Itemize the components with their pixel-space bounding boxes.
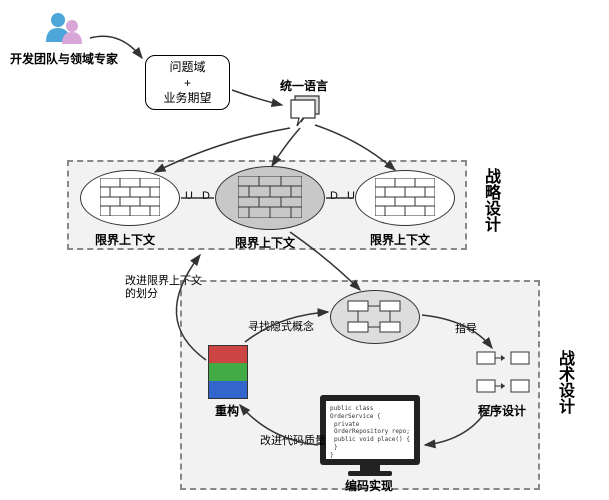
coding-label: 编码实现 bbox=[345, 477, 393, 494]
bc-label-2: 限界上下文 bbox=[235, 234, 295, 251]
bc-ellipse-3 bbox=[355, 170, 455, 226]
code-l2: private OrderRepository repo; bbox=[330, 421, 410, 437]
code-l1: public class OrderService { bbox=[330, 405, 410, 421]
actors-label: 开发团队与领域专家 bbox=[10, 50, 118, 67]
ubiquitous-language-label: 统一语言 bbox=[280, 77, 328, 94]
code-l5: } bbox=[330, 452, 410, 460]
problem-domain-box: 问题域 + 业务期望 bbox=[145, 55, 230, 110]
rel-u-2: U bbox=[347, 190, 355, 202]
bc-label-3: 限界上下文 bbox=[370, 231, 430, 248]
concept-ellipse bbox=[330, 290, 420, 344]
rel-d-2: D bbox=[330, 190, 338, 202]
monitor-icon: public class OrderService { private Orde… bbox=[320, 395, 420, 465]
improve-bc-l2: 的划分 bbox=[125, 285, 158, 301]
rel-u-1: U bbox=[185, 190, 193, 202]
problem-domain-l3: 业务期望 bbox=[154, 91, 221, 107]
problem-domain-l1: 问题域 bbox=[154, 60, 221, 76]
bc-ellipse-2 bbox=[215, 166, 325, 230]
problem-domain-l2: + bbox=[154, 76, 221, 92]
program-design-label: 程序设计 bbox=[478, 402, 526, 419]
actors-icon bbox=[40, 10, 100, 50]
monitor-base bbox=[348, 471, 392, 476]
bc-ellipse-1 bbox=[80, 170, 180, 226]
strategic-label: 战略设计 bbox=[478, 168, 502, 232]
bc-label-1: 限界上下文 bbox=[95, 231, 155, 248]
refactor-block bbox=[208, 345, 248, 399]
speech-bubble-icon bbox=[285, 92, 325, 128]
code-l4: } bbox=[330, 444, 410, 452]
find-implicit-label: 寻找隐式概念 bbox=[248, 318, 314, 334]
code-l3: public void place() { bbox=[330, 436, 410, 444]
improve-quality-label: 改进代码质量 bbox=[260, 432, 326, 448]
tactical-label: 战术设计 bbox=[552, 350, 576, 414]
rel-d-1: D bbox=[202, 190, 210, 202]
refactor-label: 重构 bbox=[215, 402, 239, 419]
guide-label: 指导 bbox=[455, 320, 477, 336]
